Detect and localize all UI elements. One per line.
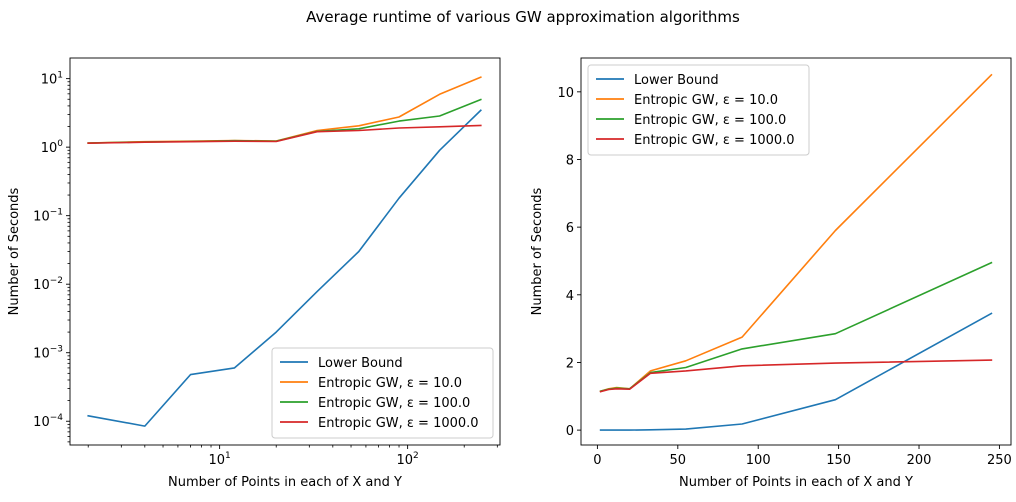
axes-frame xyxy=(580,57,1012,446)
y-tick-label: 100 xyxy=(41,139,64,156)
legend: Lower Bound Entropic GW, ε = 10.0 Entropic… xyxy=(271,347,494,439)
y-tick-label: 2 xyxy=(566,356,574,371)
legend-label: Entropic GW, ε = 100.0 xyxy=(634,113,786,128)
x-axis-label: Number of Points in each of X and Y xyxy=(168,475,402,490)
legend-label: Entropic GW, ε = 1000.0 xyxy=(634,133,795,148)
log-log-runtime-plot: 101 102 10−4 10−3 10−2 10−1 100 101 Number of Po… xyxy=(7,57,501,490)
y-axis-label: Number of Seconds xyxy=(7,187,22,315)
legend-label: Entropic GW, ε = 10.0 xyxy=(318,376,462,391)
x-tick-label: 0 xyxy=(593,453,601,468)
y-tick-label: 10−4 xyxy=(33,413,63,430)
x-tick-label: 250 xyxy=(987,453,1012,468)
x-tick-label: 101 xyxy=(208,451,230,468)
y-tick-label: 10−1 xyxy=(33,208,63,225)
x-axis-label: Number of Points in each of X and Y xyxy=(679,475,913,490)
y-tick-label: 4 xyxy=(566,289,574,304)
axes-frame xyxy=(69,57,501,446)
y-tick-label: 10 xyxy=(557,86,574,101)
x-tick-label: 150 xyxy=(826,453,851,468)
y-tick-label: 10−3 xyxy=(33,345,63,362)
y-tick-label: 10−2 xyxy=(33,276,63,293)
legend-label: Lower Bound xyxy=(634,73,719,88)
legend-label: Entropic GW, ε = 1000.0 xyxy=(318,416,479,431)
linear-runtime-plot: 0 50 100 150 200 250 0 2 4 6 8 10 Number of Points i… xyxy=(530,57,1012,490)
plot-area xyxy=(87,76,482,427)
legend-box xyxy=(587,64,810,156)
legend-label: Entropic GW, ε = 10.0 xyxy=(634,93,778,108)
legend: Lower Bound Entropic GW, ε = 10.0 Entropic… xyxy=(587,64,810,156)
series-line xyxy=(599,359,993,393)
legend-box xyxy=(271,347,494,439)
y-tick-label: 101 xyxy=(41,71,63,88)
x-tick-label: 50 xyxy=(670,453,687,468)
legend-label: Lower Bound xyxy=(318,356,403,371)
y-tick-label: 6 xyxy=(566,221,574,236)
plot-area xyxy=(599,73,993,431)
figure-suptitle: Average runtime of various GW approximat… xyxy=(306,8,740,26)
series-line xyxy=(599,312,993,431)
x-tick-label: 200 xyxy=(907,453,932,468)
x-tick-label: 102 xyxy=(396,451,418,468)
series-line xyxy=(87,124,482,145)
y-axis-label: Number of Seconds xyxy=(530,187,545,315)
x-tick-label: 100 xyxy=(746,453,771,468)
series-line xyxy=(87,109,482,427)
legend-label: Entropic GW, ε = 100.0 xyxy=(318,396,470,411)
y-tick-label: 0 xyxy=(566,424,574,439)
y-tick-label: 8 xyxy=(566,153,574,168)
